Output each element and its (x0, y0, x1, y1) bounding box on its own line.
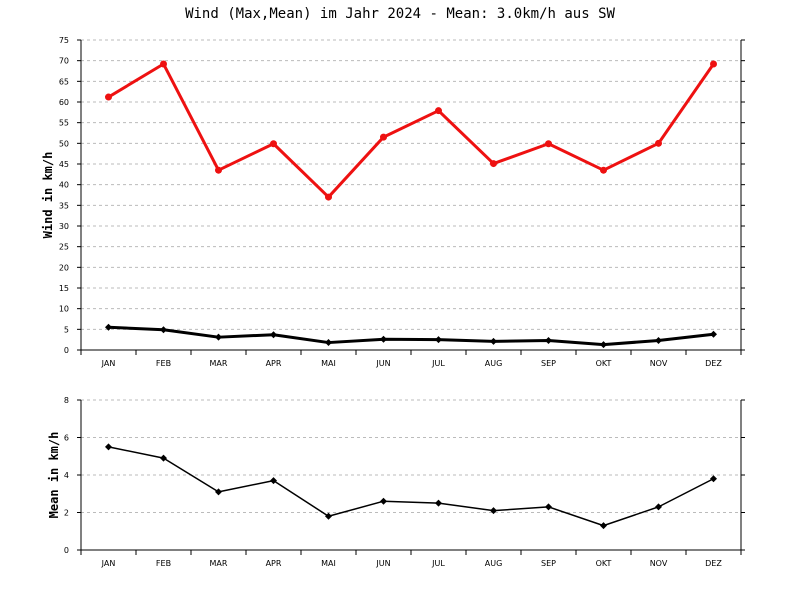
data-point-max (435, 107, 442, 115)
series-line-max (107, 62, 715, 199)
chart-title: Wind (Max,Mean) im Jahr 2024 - Mean: 3.0… (185, 6, 615, 22)
data-point-mean (325, 512, 332, 520)
x-tick-label: NOV (650, 559, 668, 568)
data-point-mean (215, 488, 222, 496)
x-tick-label: MAI (321, 559, 336, 568)
y-tick-label: 2 (64, 509, 69, 518)
data-point-mean (160, 454, 167, 462)
x-tick-label: NOV (650, 359, 668, 368)
data-point-max (270, 140, 277, 148)
data-point-mean (380, 335, 387, 343)
data-point-max (545, 140, 552, 148)
data-point-max (105, 93, 112, 101)
y-tick-label: 20 (59, 263, 69, 272)
data-point-max (655, 139, 662, 147)
y-tick-label: 50 (59, 139, 69, 148)
data-point-mean (600, 522, 607, 530)
x-tick-label: JUN (375, 359, 390, 368)
y-tick-label: 8 (64, 396, 69, 405)
data-point-max (160, 60, 167, 68)
y-tick-label: 10 (59, 305, 69, 314)
x-tick-label: AUG (485, 359, 503, 368)
data-point-max (600, 166, 607, 174)
data-point-mean (270, 477, 277, 485)
x-tick-label: SEP (541, 359, 556, 368)
x-tick-label: JUN (375, 559, 390, 568)
data-point-mean (435, 336, 442, 344)
data-point-mean (270, 331, 277, 339)
data-point-mean (545, 503, 552, 511)
series-line-mean (108, 325, 714, 347)
wind-max-mean-panel: 0 5 10 15 20 25 30 35 40 45 50 55 60 65 70 75 JAN FEB MAR A… (59, 36, 745, 368)
y-tick-label: 25 (59, 243, 69, 252)
data-point-mean (490, 337, 497, 345)
x-tick-label: JUL (431, 559, 445, 568)
data-point-mean (710, 330, 717, 338)
y-tick-label: 0 (64, 346, 69, 355)
y-axis-label-mean: Mean in km/h (47, 432, 61, 519)
x-tick-label: DEZ (705, 359, 722, 368)
y-tick-label: 35 (59, 201, 69, 210)
x-tick-label: DEZ (705, 559, 722, 568)
y-tick-label: 60 (59, 98, 69, 107)
y-tick-label: 70 (59, 57, 69, 66)
data-point-mean (105, 443, 112, 451)
data-point-mean (490, 507, 497, 515)
data-point-max (325, 193, 332, 201)
x-tick-label: APR (266, 559, 282, 568)
y-tick-label: 45 (59, 160, 69, 169)
y-axis-label-wind: Wind in km/h (41, 152, 55, 239)
x-tick-label: APR (266, 359, 282, 368)
series-line-mean (108, 446, 714, 527)
data-point-mean (710, 475, 717, 483)
y-tick-label: 15 (59, 284, 69, 293)
x-tick-label: MAR (210, 559, 228, 568)
x-tick-label: JAN (101, 559, 116, 568)
data-point-mean (380, 497, 387, 505)
data-point-mean (655, 503, 662, 511)
y-tick-label: 6 (64, 434, 69, 443)
data-point-mean (600, 341, 607, 349)
data-point-max (380, 133, 387, 141)
x-tick-label: JUL (431, 359, 445, 368)
x-tick-label: FEB (156, 559, 171, 568)
x-tick-label: MAR (210, 359, 228, 368)
data-point-mean (160, 326, 167, 334)
y-tick-label: 5 (64, 325, 69, 334)
data-point-mean (545, 336, 552, 344)
y-tick-label: 40 (59, 181, 69, 190)
x-tick-label: OKT (596, 359, 612, 368)
data-point-mean (215, 333, 222, 341)
data-point-mean (325, 339, 332, 347)
data-point-max (710, 60, 717, 68)
data-point-mean (655, 336, 662, 344)
x-tick-label: AUG (485, 559, 503, 568)
data-point-mean (105, 323, 112, 331)
y-tick-label: 55 (59, 119, 69, 128)
data-point-mean (435, 499, 442, 507)
y-tick-label: 30 (59, 222, 69, 231)
x-tick-label: MAI (321, 359, 336, 368)
y-tick-label: 75 (59, 36, 69, 45)
x-tick-label: OKT (596, 559, 612, 568)
data-point-max (215, 166, 222, 174)
x-tick-label: JAN (101, 359, 116, 368)
x-tick-label: SEP (541, 559, 556, 568)
x-tick-label: FEB (156, 359, 171, 368)
wind-mean-panel: 0 2 4 6 8 JAN FEB MAR APR MAI JUN JUL AUG SEP OKT NOV DE… (64, 396, 745, 568)
y-tick-label: 0 (64, 546, 69, 555)
data-point-max (490, 160, 497, 168)
y-tick-label: 4 (64, 471, 69, 480)
y-tick-label: 65 (59, 77, 69, 86)
